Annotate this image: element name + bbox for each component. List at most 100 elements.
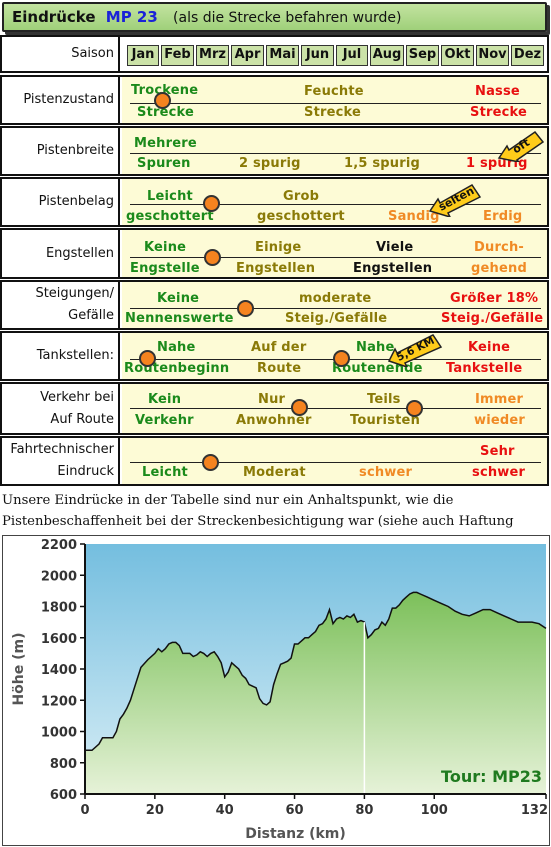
tankstellen-c1: Nahe [356, 340, 395, 355]
engstellen-scale: Keine Engstelle Einige Engstellen Viele … [122, 230, 547, 277]
header-title: Eindrücke [12, 8, 96, 26]
rating-dot [203, 195, 220, 212]
tankstellen-d1: Keine [468, 340, 511, 355]
engstellen-c1: Viele [376, 240, 414, 255]
steigungen-a2: Nennenswerte [125, 311, 234, 326]
y-tick-label: 2200 [41, 538, 77, 553]
engstellen-d1: Durch- [474, 240, 525, 255]
pistenzustand-label: Pistenzustand [2, 77, 120, 123]
y-tick-label: 600 [50, 788, 77, 803]
x-tick-label: 20 [146, 803, 164, 818]
month-jun: Jun [301, 45, 334, 66]
row-steigungen: Steigungen/Gefälle Keine Nennenswerte mo… [0, 280, 549, 330]
verkehr-d2: wieder [474, 413, 526, 428]
fahrtechnisch-a: Leicht [142, 465, 188, 480]
row-pistenbreite: Pistenbreite Mehrere Spuren 2 spurig 1,5… [0, 126, 549, 176]
steigungen-b1: moderate [299, 291, 372, 306]
elevation-area [85, 592, 546, 794]
x-tick-label: 100 [421, 803, 448, 818]
x-axis-label: Distanz (km) [245, 826, 346, 842]
month-jul: Jul [336, 45, 368, 66]
pistenzustand-a1: Trockene [131, 83, 199, 98]
verkehr-a2: Verkehr [135, 413, 194, 428]
x-tick-label: 80 [355, 803, 373, 818]
steigungen-a1: Keine [157, 291, 200, 306]
x-tick-label: 0 [80, 803, 89, 818]
engstellen-a2: Engstelle [130, 261, 200, 276]
verkehr-c1: Teils [367, 392, 401, 407]
steigungen-c2: Steig./Gefälle [441, 311, 544, 326]
pistenbreite-c: 1,5 spurig [344, 156, 421, 171]
y-tick-label: 1000 [41, 726, 77, 741]
pistenbreite-a2: Spuren [137, 156, 191, 171]
saison-label: Saison [2, 37, 120, 71]
rating-dot [202, 454, 219, 471]
month-okt: Okt [441, 45, 474, 66]
scale-line [130, 462, 541, 463]
rating-dot [333, 350, 350, 367]
x-tick-label: 60 [285, 803, 303, 818]
row-pistenbelag: Pistenbelag Leicht geschottert Grob gesc… [0, 177, 549, 227]
pistenzustand-a2: Strecke [137, 105, 195, 120]
pistenbelag-b2: geschottert [257, 209, 345, 224]
row-verkehr: Verkehr bei Auf Route Kein Verkehr Nur An… [0, 382, 549, 435]
y-tick-label: 1200 [41, 694, 77, 709]
y-tick-label: 2000 [41, 569, 77, 584]
verkehr-b2: Anwohner [236, 413, 312, 428]
pistenbreite-b: 2 spurig [239, 156, 301, 171]
scale-line [130, 257, 541, 258]
pistenbreite-label: Pistenbreite [2, 128, 120, 174]
selten-arrow-icon: selten [428, 184, 482, 217]
fahrtechnisch-d2: schwer [472, 465, 526, 480]
pistenbelag-scale: Leicht geschottert Grob geschottert Sand… [122, 179, 547, 225]
pistenbreite-scale: Mehrere Spuren 2 spurig 1,5 spurig 1 spu… [122, 128, 547, 174]
chart-title: Tour: MP23 [441, 767, 542, 786]
tankstellen-label: Tankstellen: [2, 333, 120, 379]
saison-months: Jan Feb Mrz Apr Mai Jun Jul Aug Sep Okt … [122, 37, 547, 71]
month-jan: Jan [127, 45, 159, 66]
verkehr-c2: Touristen [350, 413, 421, 428]
pistenzustand-c1: Nasse [475, 84, 520, 99]
scale-line [130, 103, 541, 104]
pistenbreite-a1: Mehrere [134, 136, 197, 151]
pistenzustand-b2: Strecke [304, 105, 362, 120]
steigungen-label-1: Steigungen/ [35, 286, 114, 301]
pistenbelag-label: Pistenbelag [2, 179, 120, 225]
steigungen-label-2: Gefälle [68, 308, 114, 323]
scale-line [130, 308, 541, 309]
pistenbelag-b1: Grob [283, 189, 320, 204]
rating-dot [139, 350, 156, 367]
verkehr-d1: Immer [475, 392, 524, 407]
engstellen-d2: gehend [471, 261, 527, 276]
disclaimer-text: Unsere Eindrücke in der Tabelle sind nur… [2, 493, 514, 550]
steigungen-b2: Steig./Gefälle [285, 311, 388, 326]
month-mrz: Mrz [196, 45, 229, 66]
scale-line [130, 408, 541, 409]
pistenzustand-c2: Strecke [470, 105, 528, 120]
engstellen-b1: Einige [255, 240, 302, 255]
pistenbelag-a1: Leicht [147, 189, 193, 204]
row-pistenzustand: Pistenzustand Trockene Strecke Feuchte S… [0, 75, 549, 125]
scale-line [130, 153, 541, 154]
steigungen-scale: Keine Nennenswerte moderate Steig./Gefäl… [122, 282, 547, 328]
rating-dot [406, 400, 423, 417]
y-axis-label: Höhe (m) [11, 632, 27, 705]
distance-arrow-icon: 5,6 KM [387, 334, 443, 367]
fahrtechnisch-scale: Leicht Moderat schwer Sehr schwer [122, 438, 547, 484]
tankstellen-d2: Tankstelle [446, 361, 523, 376]
month-aug: Aug [370, 45, 404, 66]
row-engstellen: Engstellen Keine Engstelle Einige Engste… [0, 228, 549, 279]
verkehr-b1: Nur [258, 392, 286, 407]
fahrtechnisch-c: schwer [359, 465, 413, 480]
fahrtechnisch-label: Fahrtechnischer Eindruck [2, 438, 120, 484]
rating-dot [237, 300, 254, 317]
header-subtitle: (als die Strecke befahren wurde) [173, 10, 402, 26]
verkehr-label: Verkehr bei Auf Route [2, 384, 120, 433]
month-feb: Feb [161, 45, 194, 66]
month-sep: Sep [406, 45, 439, 66]
pistenzustand-b1: Feuchte [304, 84, 364, 99]
month-dez: Dez [511, 45, 544, 66]
row-saison: Saison Jan Feb Mrz Apr Mai Jun Jul Aug S… [0, 35, 549, 73]
steigungen-c1: Größer 18% [450, 291, 539, 306]
fahrtechnisch-label-2: Eindruck [57, 464, 114, 479]
